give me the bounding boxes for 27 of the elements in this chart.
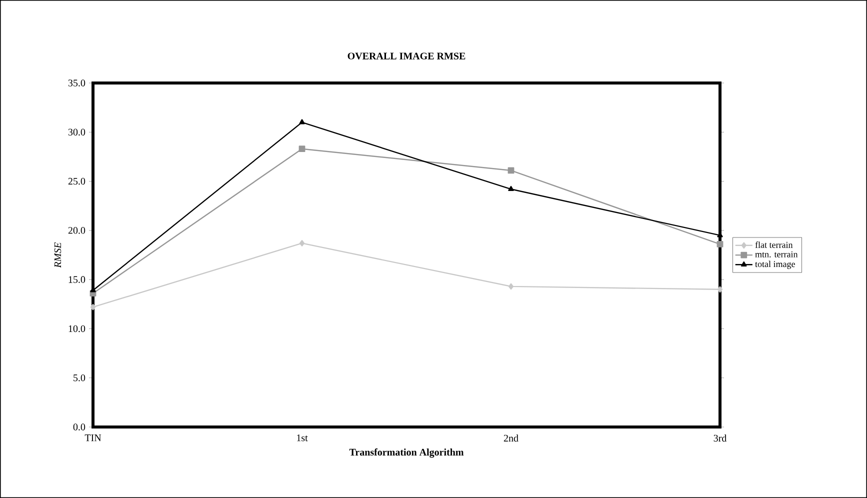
y-tick-label: 15.0 — [68, 276, 86, 283]
x-tick-label: 3rd — [714, 434, 727, 442]
legend-label: mtn. terrain — [755, 251, 798, 258]
point — [717, 286, 723, 293]
x-tick-label: 1st — [297, 434, 308, 442]
chart-title: OVERALL IMAGE RMSE — [348, 52, 466, 60]
point — [508, 186, 514, 192]
point — [299, 240, 305, 246]
y-tick-label: 0.0 — [73, 424, 86, 430]
x-tick-label: TIN — [84, 434, 102, 442]
y-tick-label: 30.0 — [68, 128, 86, 136]
y-tick-label: 10.0 — [68, 325, 86, 332]
y-tick-label: 35.0 — [68, 80, 86, 86]
legend-label: total image — [755, 260, 795, 269]
point — [299, 119, 305, 124]
y-axis-title: RMSE — [54, 242, 62, 268]
y-tick-label: 5.0 — [74, 374, 86, 382]
point — [508, 167, 514, 174]
point — [716, 240, 724, 248]
x-tick-label: 2nd — [504, 434, 518, 442]
x-axis-title: Transformation Algorithm — [349, 448, 464, 458]
y-tick-label: 20.0 — [68, 227, 86, 234]
legend-label: flat terrain — [755, 241, 793, 248]
y-tick-label: 25.0 — [68, 178, 86, 185]
point — [90, 304, 96, 310]
point — [508, 283, 514, 290]
point — [298, 146, 306, 152]
